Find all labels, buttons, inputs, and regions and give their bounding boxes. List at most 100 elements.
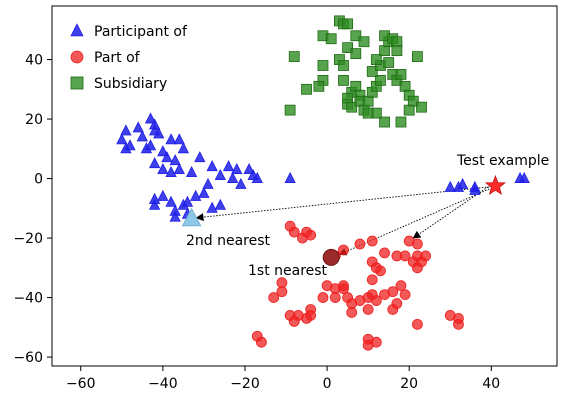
data-point [399,250,411,262]
data-point [305,229,317,241]
data-point [185,165,198,178]
data-point [231,163,243,175]
annotation-first-nearest: 1st nearest [248,263,328,279]
data-point [416,101,427,113]
data-point [342,42,354,54]
data-point [120,124,132,136]
data-point [148,198,161,210]
data-point [342,18,354,30]
series-subsidiary [284,15,427,128]
data-point [288,226,300,238]
data-point [456,177,469,189]
data-point [140,142,153,154]
x-tick-label: −60 [66,376,96,392]
data-point [412,51,423,62]
data-point [370,336,382,348]
data-point [346,307,358,318]
data-points [116,15,530,351]
annotations: Test example 1st nearest 2nd nearest [186,153,549,279]
data-point [161,151,173,163]
data-point [144,112,157,124]
data-point [399,80,411,92]
data-point [268,292,280,303]
data-point [157,145,169,157]
data-point [518,171,530,183]
data-point [338,74,349,86]
data-point [202,177,214,189]
data-point [169,210,181,222]
second-nearest-marker [181,207,202,227]
x-tick-label: −40 [148,376,178,392]
data-point [288,51,300,62]
y-tick-label: −60 [13,350,43,366]
data-point [157,189,169,201]
data-point [412,318,423,330]
data-point [214,198,226,210]
data-point [305,304,317,315]
data-point [157,163,169,175]
data-point [206,201,218,213]
data-point [165,133,177,145]
highlight-markers [181,174,507,266]
series-part-of [251,220,464,351]
y-tick-label: 40 [25,53,43,69]
data-point [469,183,481,195]
data-point [395,116,407,128]
arrow-to-second-nearest [195,186,490,222]
annotation-test-example: Test example [456,153,549,169]
annotation-second-nearest: 2nd nearest [186,233,271,249]
data-point [379,45,390,57]
data-point [116,133,128,145]
data-point [173,133,185,145]
data-point [338,60,349,71]
data-point [329,292,341,303]
legend-marker-participant-of [70,23,84,37]
data-point [177,142,190,154]
data-point [338,280,349,292]
legend-marker-part-of [70,50,84,64]
first-nearest-marker [322,248,340,266]
x-tick-label: 0 [323,376,332,392]
data-point [399,289,411,300]
data-point [453,318,464,330]
data-point [226,171,239,183]
data-point [165,165,177,178]
data-point [370,295,382,306]
data-point [243,163,255,175]
data-point [383,57,395,68]
x-tick-label: 20 [400,376,418,392]
data-point [235,177,247,189]
legend-marker-subsidiary [70,76,84,90]
data-point [403,104,415,116]
data-point [391,36,403,48]
data-point [301,83,312,95]
data-point [169,154,181,166]
data-point [346,101,358,113]
axes: −60 −40 −20 0 20 40 −60 −40 −20 0 20 40 [13,5,558,392]
legend: Participant of Part of Subsidiary [70,23,188,92]
data-point [350,30,362,42]
data-point [387,286,399,298]
y-tick-label: 20 [25,112,43,128]
data-point [350,80,362,92]
data-point [198,186,210,198]
data-point [420,250,432,262]
data-point [317,292,329,303]
data-point [313,80,325,92]
legend-label: Participant of [94,24,188,40]
x-tick-label: 40 [482,376,500,392]
data-point [284,104,296,116]
data-point [379,247,390,259]
data-point [317,60,329,71]
data-point [181,195,194,207]
data-point [214,168,226,181]
data-point [255,336,267,348]
legend-label: Subsidiary [94,76,167,92]
data-point [391,45,403,57]
data-point [284,171,296,183]
data-point [395,280,407,292]
data-point [301,312,312,324]
data-point [153,127,165,139]
data-point [194,151,206,163]
data-point [395,69,407,80]
